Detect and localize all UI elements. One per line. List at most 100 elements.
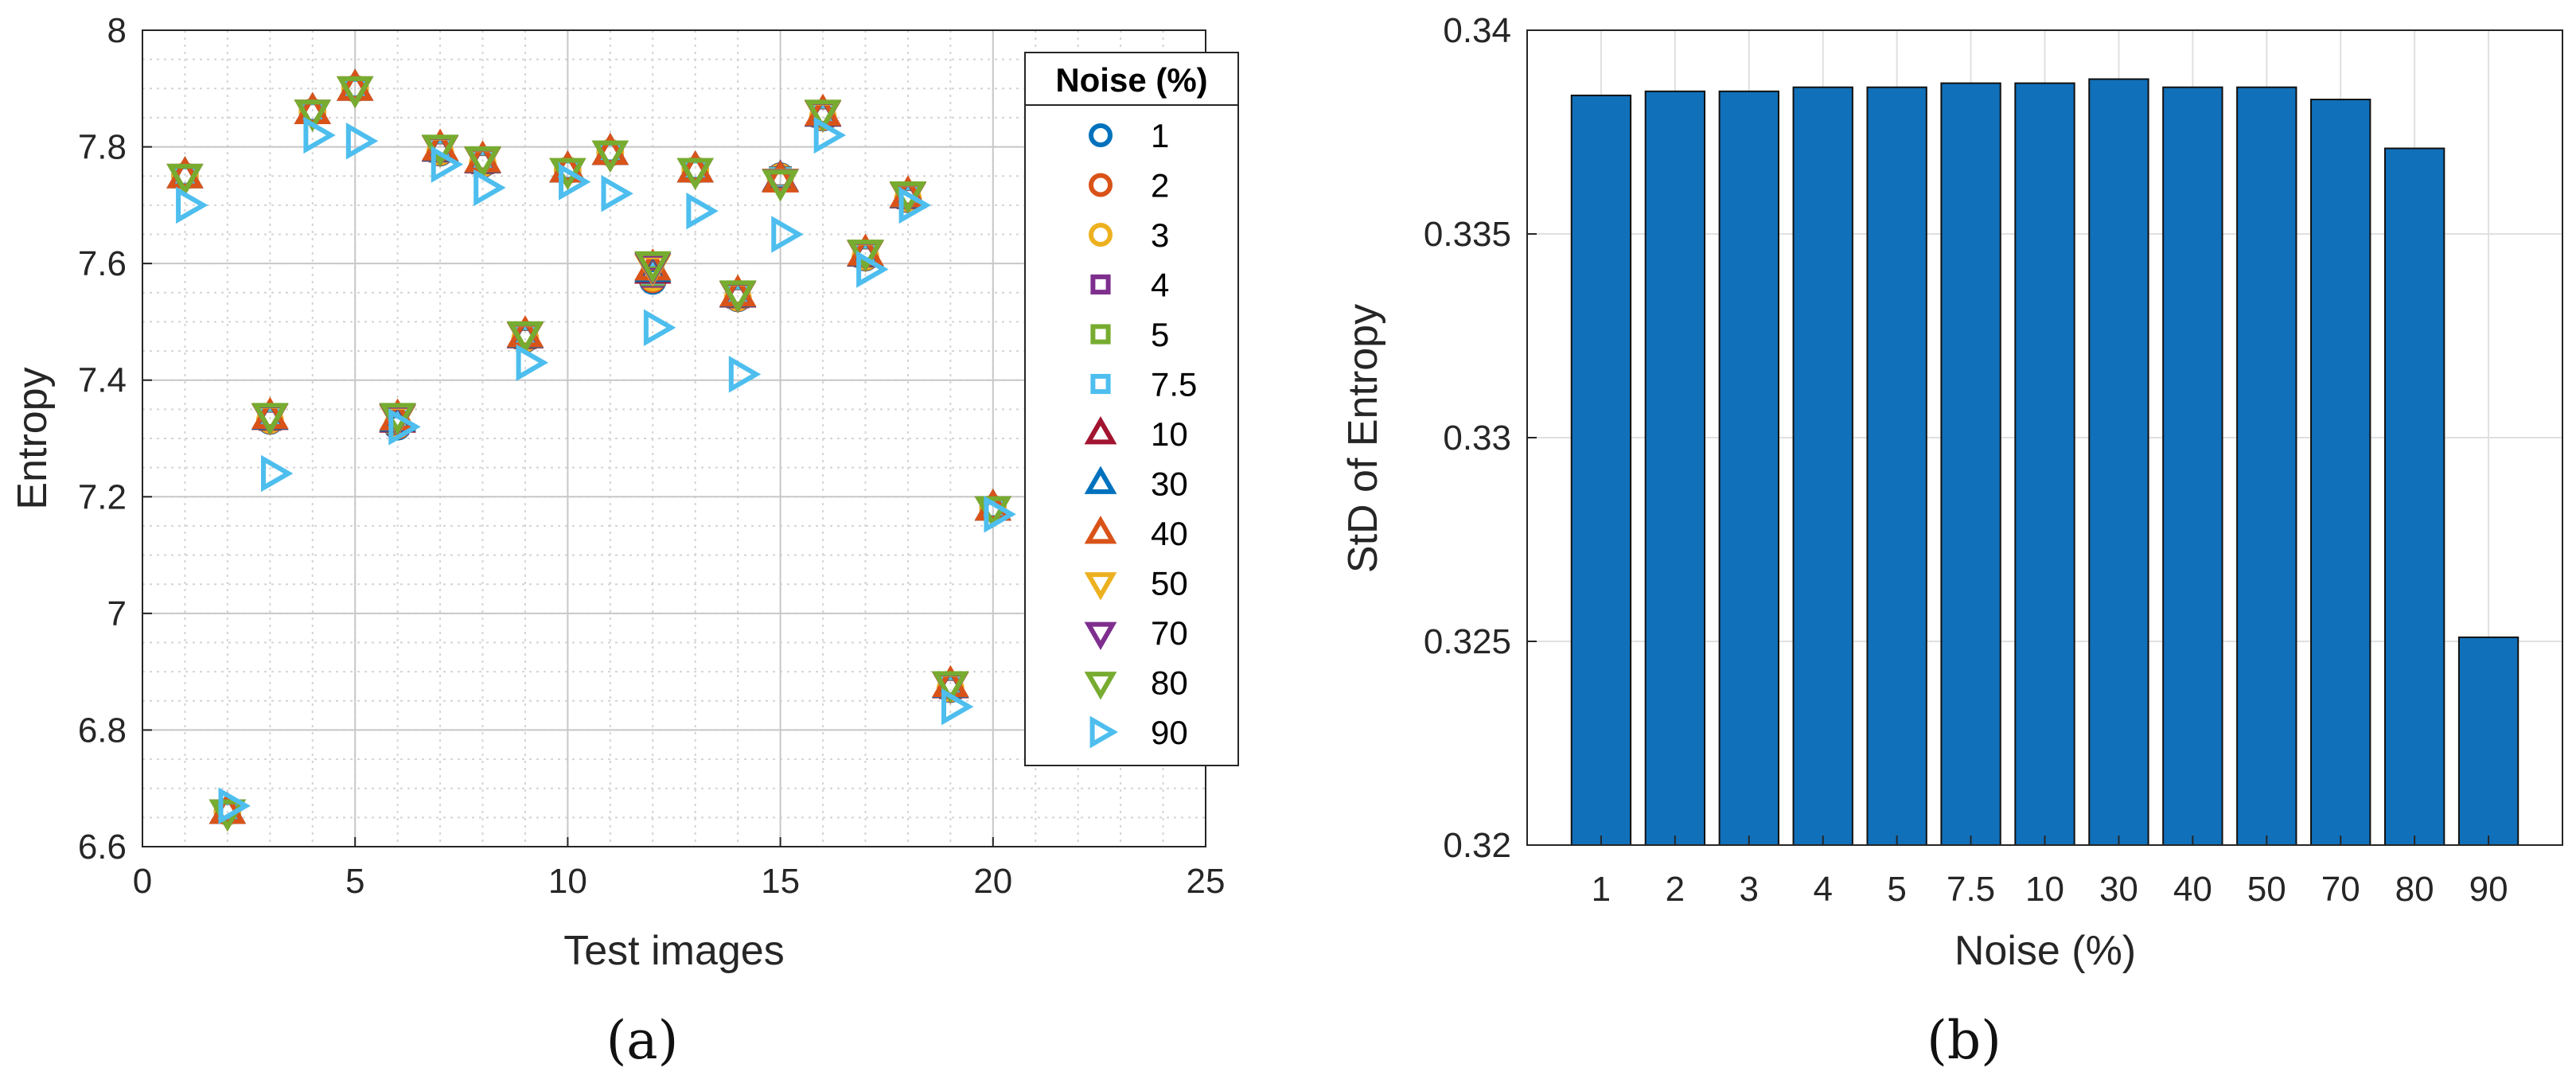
panel-b-label: (b): [1927, 1010, 2001, 1071]
x-tick-label: 50: [2247, 870, 2286, 909]
data-point-noise-80: [251, 403, 289, 435]
data-point-noise-90: [345, 123, 379, 160]
data-point-noise-90: [601, 174, 633, 212]
legend-label-5: 5: [1151, 316, 1169, 353]
data-point-noise-80: [804, 99, 842, 132]
bar-y-axis-label: StD of Entropy: [1340, 304, 1386, 573]
legend-marker-90: [1089, 715, 1119, 749]
x-tick-label: 25: [1187, 862, 1226, 901]
data-point-noise-90: [941, 688, 974, 726]
legend-label-1: 1: [1151, 117, 1169, 154]
bar-noise-1: [1570, 94, 1632, 847]
bar-noise-90: [2457, 636, 2519, 846]
data-point-noise-90: [643, 309, 676, 346]
x-tick-label: 0: [133, 862, 152, 901]
bar-panel-b: 1 2 3 4 5 7.5 10 30 40 50 70 80 90 0.32 0.325 0.33 0.335…: [1340, 11, 2563, 1071]
data-point-noise-80: [166, 163, 204, 197]
bar-noise-80: [2383, 147, 2445, 847]
y-tick-label: 8: [107, 11, 127, 50]
data-point-noise-90: [260, 454, 294, 493]
y-tick-label: 6.6: [78, 828, 127, 867]
data-point-noise-40: [591, 132, 629, 166]
data-point-noise-90: [516, 344, 548, 381]
y-tick-label: 7.2: [78, 477, 127, 516]
legend-marker-70: [1084, 621, 1117, 651]
data-point-noise-90: [474, 169, 506, 207]
x-tick-label: 80: [2395, 870, 2434, 909]
data-point-noise-90: [218, 787, 251, 824]
data-point-noise-80: [634, 251, 672, 284]
legend-marker-5: [1090, 324, 1111, 345]
legend-title: Noise (%): [1055, 61, 1207, 99]
data-point-noise-90: [686, 192, 719, 230]
data-point-noise-40: [294, 92, 331, 124]
legend-label-30: 30: [1151, 466, 1188, 503]
scatter-legend: Noise (%) 1 2 3 4 5 7.5 10 30 40 50 70 80 90: [1024, 52, 1239, 766]
bar-noise-3: [1718, 90, 1779, 847]
x-tick-label: 15: [761, 862, 800, 901]
bar-x-axis-label: Noise (%): [1954, 928, 2136, 974]
data-point-noise-80: [506, 321, 544, 354]
legend-box: [1024, 52, 1239, 766]
x-tick-label: 40: [2173, 870, 2212, 909]
legend-label-80: 80: [1151, 664, 1188, 702]
x-tick-label: 5: [345, 862, 364, 901]
data-point-noise-40: [676, 150, 714, 183]
legend-marker-3: [1089, 223, 1113, 247]
x-tick-label: 4: [1813, 870, 1832, 909]
legend-label-40: 40: [1151, 515, 1188, 552]
x-tick-label: 2: [1666, 870, 1685, 909]
bar-noise-7.5: [1940, 82, 2001, 846]
y-tick-label: 0.34: [1443, 11, 1511, 50]
data-point-noise-80: [464, 146, 501, 179]
scatter-x-axis-label: Test images: [563, 928, 784, 974]
y-tick-label: 6.8: [78, 711, 127, 750]
legend-marker-10: [1084, 415, 1117, 445]
data-point-noise-80: [762, 169, 799, 202]
legend-marker-7.5: [1090, 373, 1111, 395]
data-point-noise-90: [813, 116, 847, 154]
bar-noise-50: [2236, 86, 2297, 847]
y-tick-label: 7.4: [78, 361, 127, 400]
x-tick-label: 7.5: [1947, 870, 1995, 909]
y-tick-label: 0.32: [1443, 826, 1511, 865]
x-tick-label: 90: [2469, 870, 2508, 909]
bar-noise-5: [1866, 86, 1927, 847]
x-tick-label: 1: [1592, 870, 1611, 909]
scatter-tick-labels: 0 5 10 15 20 256.66.877.27.47.67.88: [78, 11, 1226, 901]
bar-tick-labels: 1 2 3 4 5 7.5 10 30 40 50 70 80 90 0.32 0.325 0.33 0.335…: [1424, 11, 2508, 909]
data-point-noise-40: [762, 160, 799, 193]
bar-noise-30: [2088, 78, 2149, 846]
bar-noise-10: [2014, 82, 2075, 846]
data-point-noise-80: [294, 99, 331, 132]
bar-noise-4: [1792, 86, 1853, 847]
x-tick-label: 30: [2099, 870, 2138, 909]
scatter-y-axis-label: Entropy: [10, 367, 56, 509]
y-tick-label: 7.8: [78, 128, 127, 167]
data-point-noise-90: [728, 356, 762, 393]
legend-label-50: 50: [1151, 565, 1188, 602]
x-tick-label: 10: [548, 862, 587, 901]
y-tick-label: 7.6: [78, 244, 127, 283]
data-point-noise-90: [431, 146, 464, 183]
data-point-noise-80: [719, 280, 757, 313]
bar-noise-2: [1644, 90, 1706, 847]
legend-marker-1: [1089, 123, 1113, 147]
legend-marker-2: [1089, 173, 1113, 197]
legend-label-3: 3: [1151, 216, 1169, 254]
data-point-noise-80: [336, 76, 374, 109]
legend-label-7.5: 7.5: [1151, 366, 1197, 403]
bar-noise-40: [2162, 86, 2223, 847]
data-point-noise-90: [388, 408, 421, 446]
y-tick-label: 7: [107, 594, 127, 633]
scatter-points: [166, 68, 1016, 832]
x-tick-label: 70: [2321, 870, 2360, 909]
data-point-noise-80: [591, 140, 629, 173]
legend-marker-4: [1090, 274, 1111, 295]
data-point-noise-80: [932, 671, 969, 703]
scatter-panel-a: 0 5 10 15 20 256.66.877.27.47.67.88 Test imag…: [10, 11, 1239, 1071]
y-tick-label: 0.325: [1424, 622, 1511, 661]
legend-marker-80: [1084, 672, 1117, 700]
bar-series: [1570, 78, 2519, 847]
